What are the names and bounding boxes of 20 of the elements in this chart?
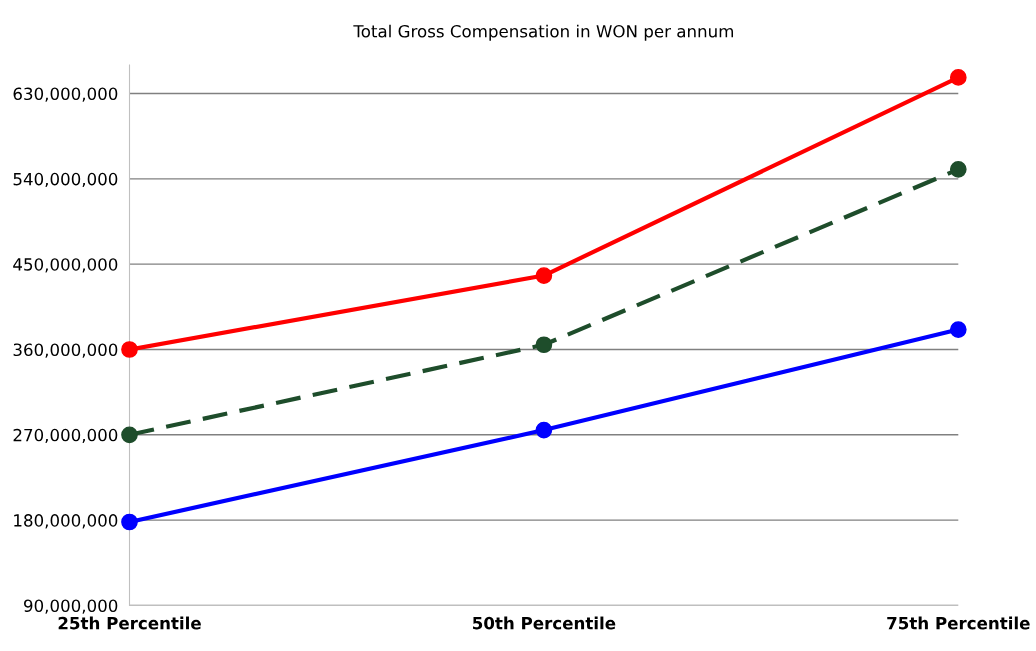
y-tick-label: 360,000,000 <box>13 343 118 358</box>
point <box>949 69 967 86</box>
y-tick-label: 540,000,000 <box>13 172 118 188</box>
point <box>949 161 967 178</box>
y-tick-label: 180,000,000 <box>14 514 118 529</box>
y-tick-label: 90,000,000 <box>24 599 118 614</box>
point <box>121 426 138 444</box>
y-tick-label: 630,000,000 <box>13 87 118 102</box>
point <box>949 321 967 338</box>
point <box>535 267 553 284</box>
chart-title: Total Gross Compensation in WON per annum <box>353 24 734 41</box>
point <box>535 421 553 439</box>
point <box>121 341 138 358</box>
x-tick-label: 25th Percentile <box>58 616 201 630</box>
x-tick-label: 50th Percentile <box>473 616 616 630</box>
point <box>121 513 138 531</box>
y-tick-label: 450,000,000 <box>13 258 118 273</box>
y-tick-label: 270,000,000 <box>13 428 118 444</box>
point <box>535 336 553 354</box>
x-tick-label: 75th Percentile <box>887 616 1030 630</box>
